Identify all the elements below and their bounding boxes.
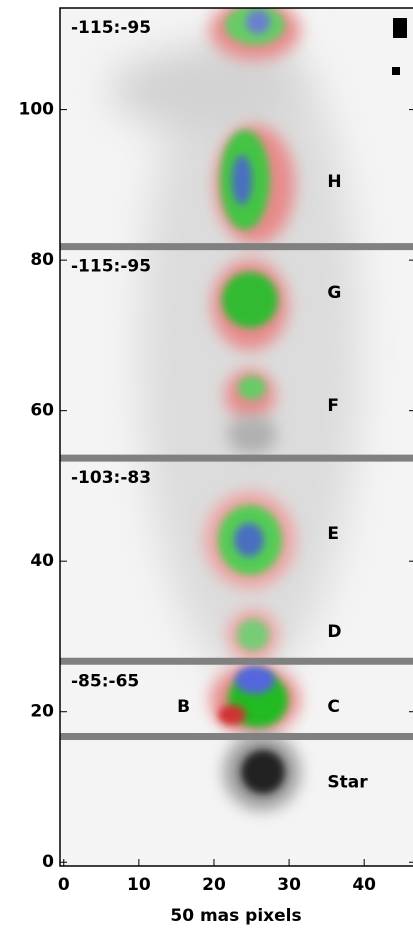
panel-label: -115:-95 <box>71 257 151 277</box>
y-tick-label: 0 <box>42 852 54 872</box>
panel-label: -103:-83 <box>71 468 151 488</box>
panel-label: -115:-95 <box>71 18 151 38</box>
feature-label: B <box>177 697 190 717</box>
image <box>60 8 413 866</box>
y-tick-label: 60 <box>30 401 54 421</box>
feature-label: E <box>327 524 339 544</box>
x-tick-label: 20 <box>202 875 226 895</box>
blob <box>238 376 266 400</box>
blob <box>235 666 275 694</box>
y-tick-label: 20 <box>30 702 54 722</box>
blob <box>237 619 269 651</box>
feature-label: G <box>327 283 341 303</box>
feature-label: F <box>327 396 339 416</box>
panel-label: -85:-65 <box>71 671 139 691</box>
feature-label: Star <box>327 772 368 792</box>
blob <box>227 415 277 455</box>
y-tick-label: 100 <box>19 100 55 120</box>
blob <box>246 10 270 34</box>
haze <box>110 50 290 130</box>
blob <box>218 705 246 725</box>
plot-frame <box>59 7 413 867</box>
feature-label: C <box>327 697 339 717</box>
blob <box>222 272 278 328</box>
x-axis-label: 50 mas pixels <box>170 906 301 926</box>
pixel <box>393 18 407 38</box>
star <box>241 750 285 794</box>
blob <box>234 523 264 557</box>
x-tick-label: 0 <box>58 875 70 895</box>
overlay: -115:-95 -115:-95 -103:-83 -85:-65 H G F E D C B St… <box>60 18 413 792</box>
blob <box>232 155 252 205</box>
feature-label: H <box>327 172 341 192</box>
y-tick-label: 80 <box>30 250 54 270</box>
pixel <box>392 67 400 75</box>
x-tick-label: 10 <box>127 875 151 895</box>
feature-label: D <box>327 622 341 642</box>
x-tick-label: 40 <box>352 875 376 895</box>
x-tick-label: 30 <box>277 875 301 895</box>
y-tick-label: 40 <box>30 551 54 571</box>
